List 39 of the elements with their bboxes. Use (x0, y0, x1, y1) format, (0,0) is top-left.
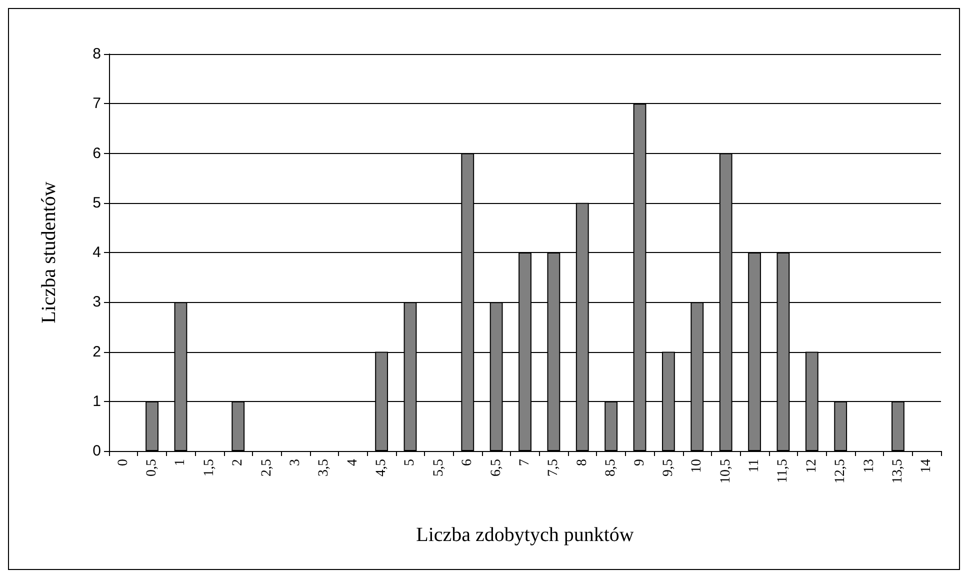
x-tick-label: 9 (632, 459, 648, 466)
y-tick-label: 4 (92, 244, 101, 261)
y-tick-label: 2 (92, 343, 101, 360)
x-tick-label: 1 (173, 459, 188, 466)
x-tick-label: 3 (288, 459, 303, 466)
y-axis-title: Liczba studentów (38, 181, 60, 324)
x-tick-label: 5 (402, 459, 418, 466)
y-tick-label: 5 (92, 194, 101, 212)
x-tick-label: 6,5 (488, 459, 504, 476)
x-tick-label: 9,5 (660, 459, 676, 476)
x-tick-label: 0,5 (144, 459, 160, 476)
x-tick-label: 13,5 (890, 459, 906, 484)
x-axis-title: Liczba zdobytych punktów (416, 524, 634, 546)
x-tick-label: 14 (919, 459, 934, 473)
y-tick-label: 7 (92, 95, 101, 112)
x-tick-label: 1,5 (202, 459, 217, 476)
x-tick-label: 10 (690, 459, 705, 473)
x-tick-label: 8 (574, 459, 590, 466)
x-tick-label: 7 (518, 459, 532, 466)
y-tick-label: 8 (92, 46, 101, 62)
x-tick-label: 12,5 (833, 459, 848, 484)
x-tick-label: 0 (116, 459, 131, 466)
x-tick-label: 2,5 (259, 459, 274, 476)
x-tick-label: 11 (747, 459, 762, 472)
y-tick-label: 3 (92, 294, 101, 311)
x-tick-label: 7,5 (546, 459, 562, 476)
x-tick-label: 6 (460, 459, 476, 466)
x-tick-label: 4,5 (374, 459, 390, 476)
x-tick-label: 13 (862, 459, 877, 473)
y-tick-label: 1 (92, 392, 101, 410)
x-tick-label: 4 (345, 459, 360, 466)
x-tick-label: 2 (230, 459, 246, 466)
y-tick-label: 6 (92, 144, 101, 162)
x-tick-label: 10,5 (718, 459, 734, 484)
x-tick-label: 5,5 (431, 459, 446, 476)
x-tick-label: 12 (804, 459, 820, 473)
x-tick-label: 8,5 (604, 459, 619, 476)
x-tick-label: 3,5 (316, 459, 332, 476)
x-tick-label: 11,5 (776, 459, 791, 483)
